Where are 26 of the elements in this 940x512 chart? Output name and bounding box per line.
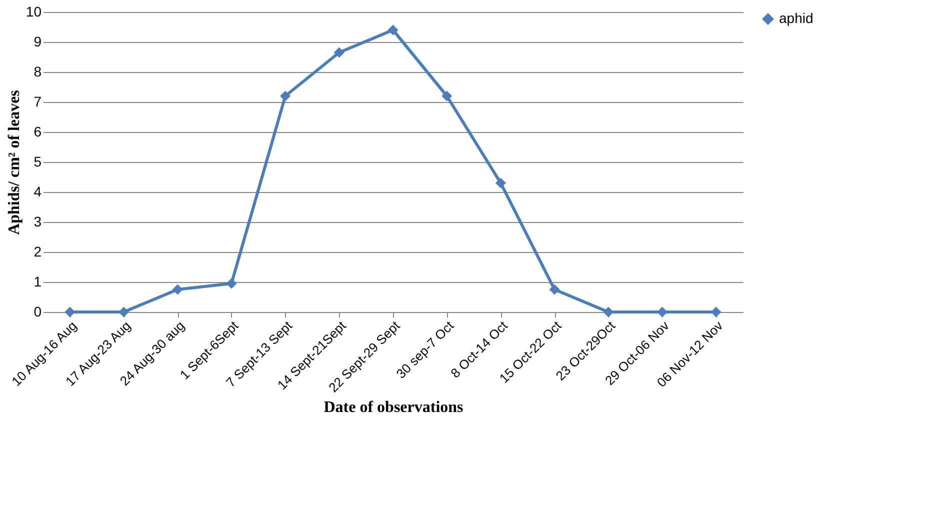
x-axis-title: Date of observations — [324, 399, 464, 416]
y-axis-title: Aphids/ cm² of leaves — [6, 90, 23, 235]
y-tick-label: 3 — [34, 214, 42, 230]
point — [172, 284, 183, 295]
point — [549, 284, 560, 295]
point — [226, 278, 237, 289]
point — [603, 306, 614, 318]
point — [710, 306, 722, 318]
y-tick-label: 5 — [34, 154, 42, 170]
y-tick-label: 0 — [34, 304, 42, 320]
y-tick-label: 4 — [34, 184, 42, 200]
point — [442, 90, 452, 102]
y-tick-label: 7 — [34, 94, 42, 110]
y-tick-label: 1 — [34, 274, 42, 290]
point — [334, 47, 344, 58]
point — [64, 306, 76, 318]
point — [388, 24, 398, 36]
point — [118, 306, 130, 318]
y-tick-label: 10 — [26, 4, 42, 20]
legend-label: aphid — [779, 10, 814, 26]
y-tick-label: 2 — [34, 244, 42, 260]
y-tick-label: 8 — [34, 64, 42, 80]
point — [495, 178, 506, 188]
y-tick-label: 9 — [34, 34, 42, 50]
y-tick-label: 6 — [34, 124, 42, 140]
point — [280, 90, 291, 102]
